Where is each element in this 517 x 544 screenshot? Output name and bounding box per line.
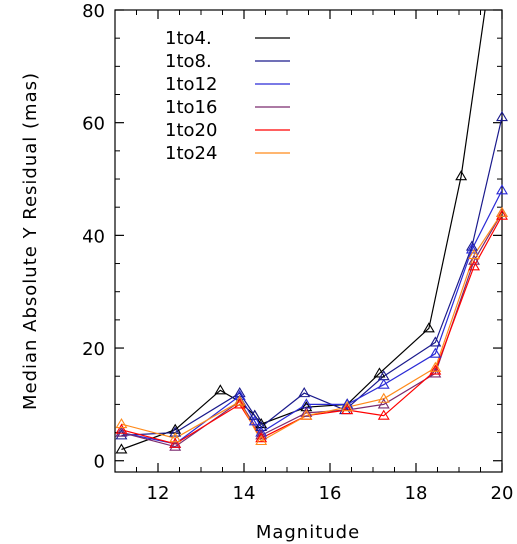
data-point-marker [115, 426, 128, 437]
data-point-marker [255, 434, 268, 446]
data-point-marker [298, 387, 311, 398]
series-line-1to4 [121, 10, 486, 451]
series-line-1to20 [121, 215, 502, 445]
data-point-marker [429, 364, 442, 375]
y-tick-label: 40 [82, 226, 105, 247]
data-point-marker [468, 249, 481, 260]
y-axis-label: Median Absolute Y Residual (mas) [20, 72, 41, 410]
data-point-marker [465, 240, 478, 251]
data-point-marker [377, 378, 390, 389]
data-point-marker [496, 184, 508, 195]
data-point-marker [233, 395, 246, 406]
data-point-marker [115, 423, 128, 434]
legend-label: 1to20 [165, 120, 217, 141]
legend-label: 1to12 [165, 74, 217, 95]
x-tick-label: 16 [319, 483, 342, 504]
data-point-marker [341, 401, 354, 412]
data-point-marker [341, 398, 354, 409]
series-line-1to12 [121, 190, 502, 445]
data-point-marker [429, 347, 442, 358]
tick-marks [114, 9, 503, 472]
data-point-marker [429, 361, 442, 372]
data-point-marker [341, 403, 354, 415]
y-tick-label: 20 [82, 339, 105, 360]
data-point-marker [248, 409, 261, 420]
data-point-marker [115, 418, 128, 429]
series-line-1to16 [121, 212, 502, 448]
data-point-marker [255, 429, 268, 440]
x-tick-label: 14 [233, 483, 256, 504]
y-tick-label: 60 [82, 114, 105, 135]
x-tick-label: 20 [491, 483, 514, 504]
data-point-marker [169, 426, 182, 437]
data-point-marker [233, 398, 246, 409]
data-point-marker [377, 409, 390, 420]
x-axis-label: Magnitude [256, 522, 360, 543]
legend-label: 1to8. [165, 51, 212, 72]
data-point-marker [377, 398, 390, 409]
legend-label: 1to4. [165, 28, 212, 49]
y-tick-label: 0 [94, 452, 105, 473]
data-point-marker [214, 384, 227, 395]
x-tick-label: 12 [147, 483, 170, 504]
data-point-marker [496, 209, 508, 220]
tick-labels: 12 14 16 18 20 0 20 40 60 80 [82, 1, 513, 504]
data-point-marker [169, 432, 182, 443]
series-line-1to24 [121, 212, 502, 442]
data-point-marker [115, 443, 128, 454]
data-point-marker [429, 367, 442, 378]
series-line-1to8 [121, 116, 502, 436]
legend-label: 1to16 [165, 97, 217, 118]
legend-label: 1to24 [165, 143, 217, 164]
data-point-marker [429, 336, 442, 347]
series-lines [121, 10, 502, 451]
data-point-marker [115, 429, 128, 440]
data-point-marker [422, 322, 435, 333]
data-point-marker [255, 432, 268, 443]
data-point-marker [496, 206, 508, 217]
data-point-marker [373, 367, 386, 378]
data-point-marker [169, 440, 182, 451]
data-point-marker [300, 409, 313, 420]
x-tick-label: 18 [405, 483, 428, 504]
data-markers [115, 110, 508, 454]
data-point-marker [300, 406, 313, 417]
data-point-marker [455, 170, 468, 181]
data-point-marker [377, 392, 390, 403]
data-point-marker [169, 437, 182, 448]
data-point-marker [468, 260, 481, 271]
y-tick-label: 80 [82, 1, 105, 22]
data-point-marker [496, 110, 508, 122]
data-point-marker [468, 254, 481, 265]
data-point-marker [248, 415, 261, 426]
